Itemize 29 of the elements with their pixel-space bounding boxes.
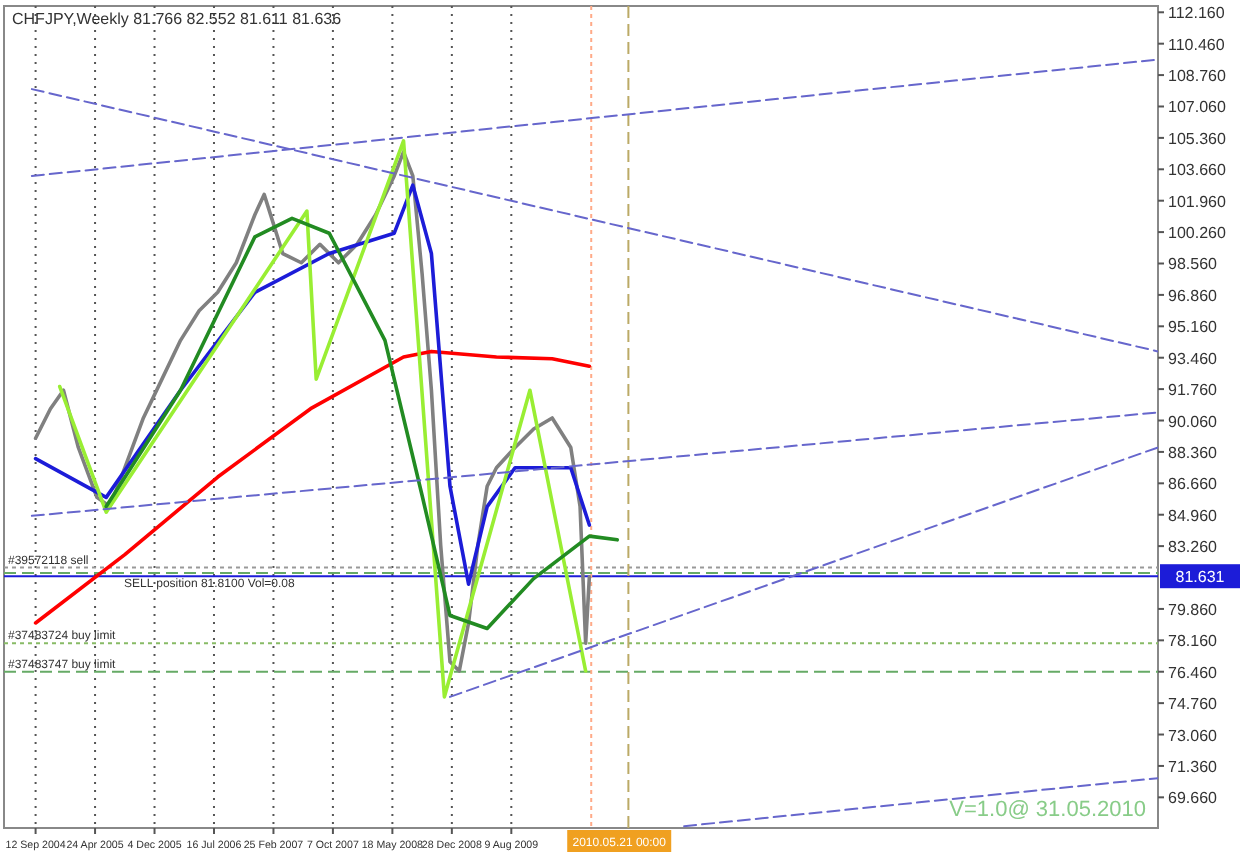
y-tick-label: 108.760 [1168,67,1227,86]
annotation: V=1.0@ 31.05.2010 [949,798,1146,822]
y-tick-label: 110.460 [1168,35,1226,54]
y-tick-label: 86.660 [1168,475,1219,494]
y-tick-label: 69.660 [1168,789,1219,808]
y-tick-label: 93.460 [1168,349,1219,368]
y-tick-label: 74.760 [1168,695,1219,714]
y-tick-label: 105.360 [1168,129,1227,148]
y-tick-label: 76.460 [1168,663,1219,682]
y-tick-label: 88.360 [1168,443,1219,462]
y-tick-label: 83.260 [1168,538,1219,557]
y-tick-label: 73.060 [1168,726,1219,745]
ref-line-label: 81.631 [1175,568,1226,587]
y-tick-label: 71.360 [1168,757,1219,776]
line-series [104,216,620,631]
chart-title: CHFJPY,Weekly 81.766 82.552 81.611 81.636 [12,10,343,28]
y-tick-label: 96.860 [1168,286,1219,305]
y-tick-label: 79.860 [1168,600,1219,619]
y-tick-label: 91.760 [1168,381,1219,400]
y-tick-label: 112.160 [1168,4,1226,23]
y-tick-label: 98.560 [1168,255,1219,274]
y-tick-label: 90.060 [1168,412,1219,431]
y-tick-label: 78.160 [1168,632,1219,651]
y-tick-label: 100.260 [1168,224,1227,243]
y-tick-label: 84.960 [1168,506,1219,525]
y-tick-label: 107.060 [1168,98,1227,117]
y-tick-label: 95.160 [1168,318,1219,337]
y-tick-label: 103.660 [1168,161,1227,180]
y-tick-label: 101.960 [1168,192,1227,211]
